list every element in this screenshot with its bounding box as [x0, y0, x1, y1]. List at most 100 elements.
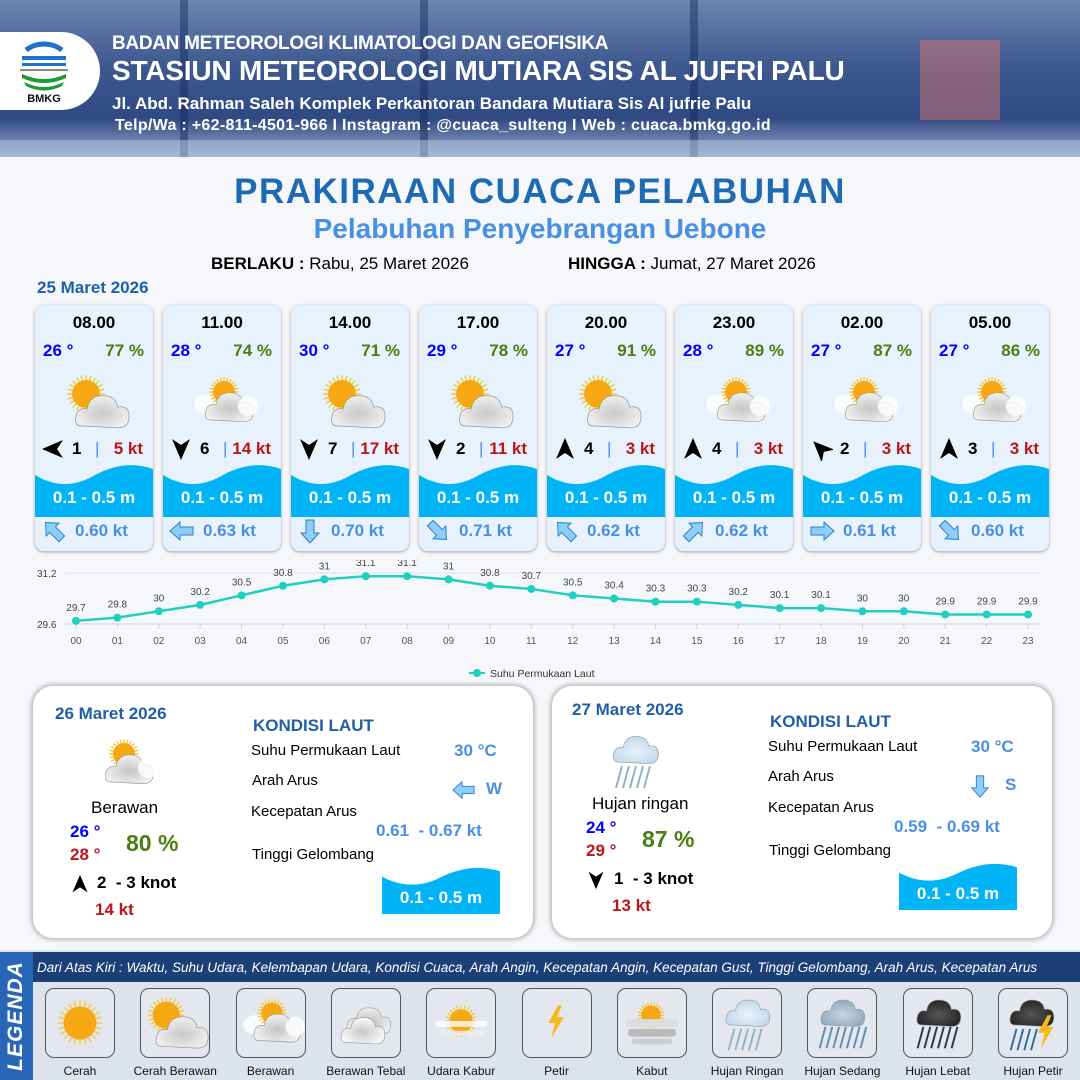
data-point — [485, 581, 494, 590]
wave-height: 0.1 - 0.5 m — [564, 488, 648, 507]
udara-kabur-legend-icon — [426, 988, 497, 1058]
valid-from: BERLAKU : Rabu, 25 Maret 2026 — [211, 254, 469, 274]
current-speed: 0.62 kt — [587, 521, 640, 540]
data-label: 30.5 — [563, 577, 583, 588]
current-direction-label: Arah Arus — [768, 768, 834, 785]
x-tick-label: 22 — [981, 636, 993, 647]
chart-legend[interactable]: Suhu Permukaan Laut — [469, 668, 595, 680]
forecast-time: 23.00 — [712, 313, 756, 332]
data-label: 30 — [153, 593, 165, 604]
valid-from-label: BERLAKU : — [211, 254, 305, 273]
forecast-card: 20.00 27 ° 91 % 4 | 3 kt 0.1 - 0.5 m 0.6… — [547, 305, 665, 551]
data-point — [1024, 610, 1032, 619]
wave-icon — [419, 463, 537, 517]
berawan-weather-icon — [700, 370, 770, 434]
x-tick-label: 07 — [360, 636, 372, 647]
data-label: 31.1 — [397, 560, 417, 569]
cerah-legend-icon — [45, 988, 115, 1058]
gust-speed: 14 kt — [95, 900, 134, 919]
air-temperature: 27 ° — [939, 341, 970, 360]
data-point — [941, 610, 950, 619]
x-tick-label: 17 — [774, 636, 786, 647]
separator: | — [991, 439, 996, 458]
wave-icon — [291, 463, 409, 517]
forecast-time: 08.00 — [72, 313, 116, 332]
hujan-ringan-weather-icon — [600, 726, 670, 799]
data-label: 31 — [443, 561, 455, 572]
humidity: 74 % — [233, 341, 272, 360]
forecast-card: 17.00 29 ° 78 % 2 | 11 kt 0.1 - 0.5 m 0.… — [419, 305, 537, 551]
legend-item-label: Cerah — [63, 1064, 97, 1078]
wave-icon — [382, 866, 500, 919]
wind-direction-icon — [41, 437, 65, 461]
current-direction-icon — [297, 518, 323, 544]
wind-speed: 7 — [328, 439, 338, 458]
gust-speed: 5 kt — [113, 439, 143, 458]
agency-name: BADAN METEOROLOGI KLIMATOLOGI DAN GEOFIS… — [112, 33, 609, 54]
wave-height: 0.1 - 0.5 m — [916, 884, 1000, 903]
legend-description: Dari Atas Kiri : Waktu, Suhu Udara, Kele… — [33, 952, 1080, 982]
max-temperature: 28 ° — [70, 845, 101, 864]
current-direction-icon — [169, 518, 195, 544]
current-speed-label: Kecepatan Arus — [251, 803, 357, 820]
wind-speed: 3 — [968, 439, 978, 458]
day-panel-2: 27 Maret 2026 Hujan ringan 24 ° 29 ° 87 … — [552, 686, 1052, 938]
legend-side-label: LEGENDA — [0, 952, 33, 1080]
wave-height: 0.1 - 0.5 m — [692, 488, 776, 507]
x-tick-label: 06 — [319, 636, 331, 647]
data-point — [403, 572, 412, 581]
y-tick-label: 31.2 — [37, 569, 57, 580]
forecast-time: 14.00 — [328, 313, 372, 332]
data-point — [196, 600, 205, 609]
current-direction-icon — [425, 518, 451, 544]
wind-speed: 1 — [72, 439, 82, 458]
x-tick-label: 18 — [815, 636, 827, 647]
valid-to-date: Jumat, 27 Maret 2026 — [650, 254, 816, 273]
humidity: 77 % — [105, 341, 144, 360]
x-tick-label: 02 — [153, 636, 165, 647]
wave-icon — [163, 463, 281, 517]
wind-direction-icon — [297, 437, 321, 461]
data-point — [899, 607, 908, 616]
air-temperature: 27 ° — [811, 341, 842, 360]
wind-direction-icon — [553, 437, 577, 461]
gust-speed: 3 kt — [625, 439, 655, 458]
x-tick-label: 21 — [940, 636, 952, 647]
day-date: 27 Maret 2026 — [572, 700, 684, 719]
current-speed-range: 0.61 - 0.67 kt — [376, 821, 482, 840]
cerah-berawan-weather-icon — [60, 370, 130, 434]
x-tick-label: 03 — [195, 636, 207, 647]
max-temperature: 29 ° — [586, 841, 617, 860]
wave-height-label: Tinggi Gelombang — [769, 842, 892, 859]
page-title: PRAKIRAAN CUACA PELABUHAN — [234, 172, 846, 211]
data-label: 30.2 — [729, 587, 749, 598]
legend-item-label: Petir — [544, 1064, 569, 1078]
data-label: 30.2 — [190, 587, 210, 598]
cerah-berawan-weather-icon — [316, 370, 386, 434]
series-line — [75, 574, 1028, 623]
station-name: STASIUN METEOROLOGI MUTIARA SIS AL JUFRI… — [112, 55, 845, 86]
weather-label: Berawan — [91, 798, 159, 817]
data-label: 29.9 — [977, 596, 997, 607]
wave-icon — [931, 463, 1049, 517]
x-tick-label: 16 — [733, 636, 745, 647]
wind-speed: 2 — [456, 439, 466, 458]
current-direction-icon — [809, 518, 835, 544]
wave-height: 0.1 - 0.5 m — [52, 488, 136, 507]
x-tick-label: 23 — [1022, 636, 1034, 647]
forecast-card: 05.00 27 ° 86 % 3 | 3 kt 0.1 - 0.5 m 0.6… — [931, 305, 1049, 551]
data-label: 31.1 — [356, 560, 376, 569]
forecast-card: 02.00 27 ° 87 % 2 | 3 kt 0.1 - 0.5 m 0.6… — [803, 305, 921, 551]
data-label: 30.3 — [646, 584, 666, 595]
data-point — [982, 610, 991, 619]
current-speed-range: 0.59 - 0.69 kt — [894, 817, 1000, 836]
data-point — [527, 584, 536, 593]
current-direction-icon — [553, 518, 579, 544]
data-point — [775, 604, 784, 613]
current-direction-icon — [452, 778, 476, 807]
header-banner — [0, 0, 1080, 157]
sea-temperature-chart: 31.2 29.6 29.7 00 29.8 01 30 02 30.2 03 30.5 04 30.8… — [37, 560, 1040, 680]
data-point — [692, 597, 701, 606]
current-speed: 0.60 kt — [971, 521, 1024, 540]
sea-condition-title: KONDISI LAUT — [770, 712, 891, 731]
